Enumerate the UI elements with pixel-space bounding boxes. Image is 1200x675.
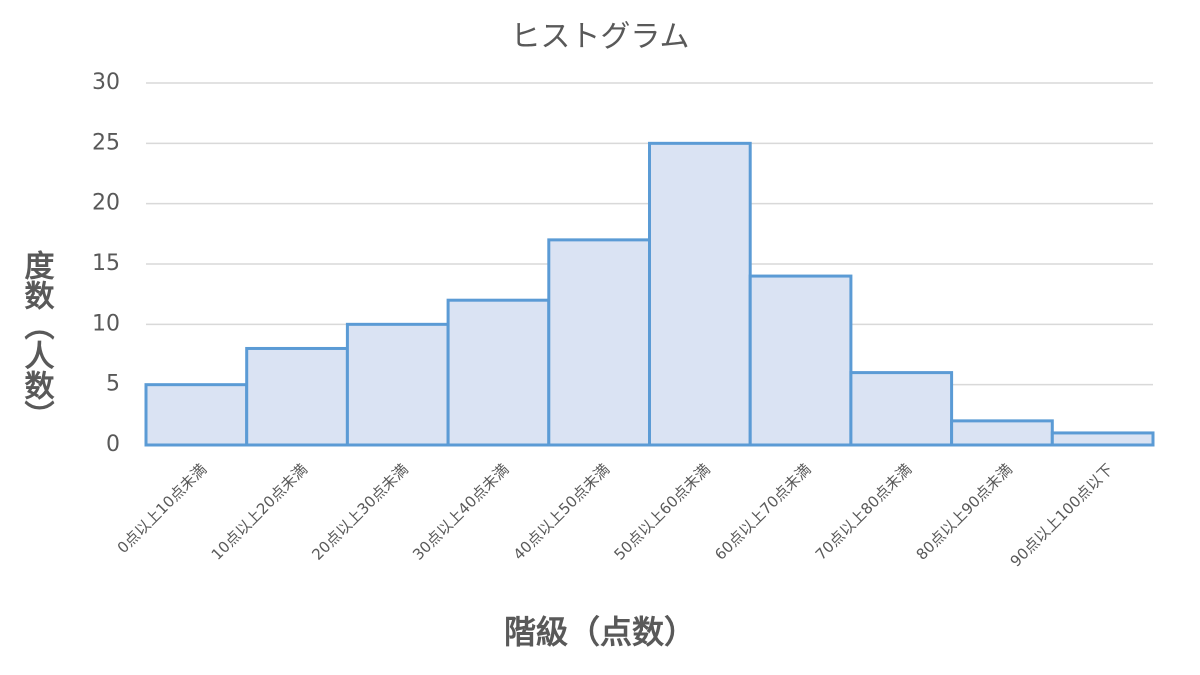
- bar: [446, 298, 551, 447]
- y-tick-label: 20: [92, 191, 120, 216]
- x-tick-label: 50点以上60点未満: [610, 460, 713, 563]
- x-tick-label: 0点以上10点未満: [114, 460, 211, 557]
- bar: [1050, 431, 1155, 447]
- bar: [245, 346, 349, 447]
- x-tick-label: 90点以上100点以下: [1007, 460, 1117, 570]
- chart-title: ヒストグラム: [510, 20, 689, 55]
- y-tick-label: 5: [106, 372, 120, 397]
- y-axis-label: 度数（人数）: [19, 250, 55, 430]
- y-tick-label: 10: [92, 311, 120, 336]
- x-tick-label: 80点以上90点未満: [913, 460, 1016, 563]
- bar: [648, 141, 752, 447]
- bar: [849, 371, 954, 447]
- x-tick-label: 70点以上80点未満: [812, 460, 915, 563]
- bar: [345, 322, 450, 447]
- y-tick-label: 30: [92, 70, 120, 95]
- y-tick-label: 15: [92, 251, 120, 276]
- bar: [748, 274, 853, 447]
- y-tick-label: 25: [92, 130, 120, 155]
- y-tick-label: 0: [106, 432, 120, 457]
- x-tick-label: 30点以上40点未満: [409, 460, 512, 563]
- bar: [950, 419, 1054, 447]
- x-axis-label: 階級（点数）: [504, 613, 696, 651]
- bar: [144, 383, 249, 447]
- x-tick-label: 10点以上20点未満: [208, 460, 311, 563]
- x-tick-label: 60点以上70点未満: [711, 460, 814, 563]
- x-tick-label: 20点以上30点未満: [308, 460, 411, 563]
- x-tick-label: 40点以上50点未満: [510, 460, 613, 563]
- bar: [547, 238, 651, 447]
